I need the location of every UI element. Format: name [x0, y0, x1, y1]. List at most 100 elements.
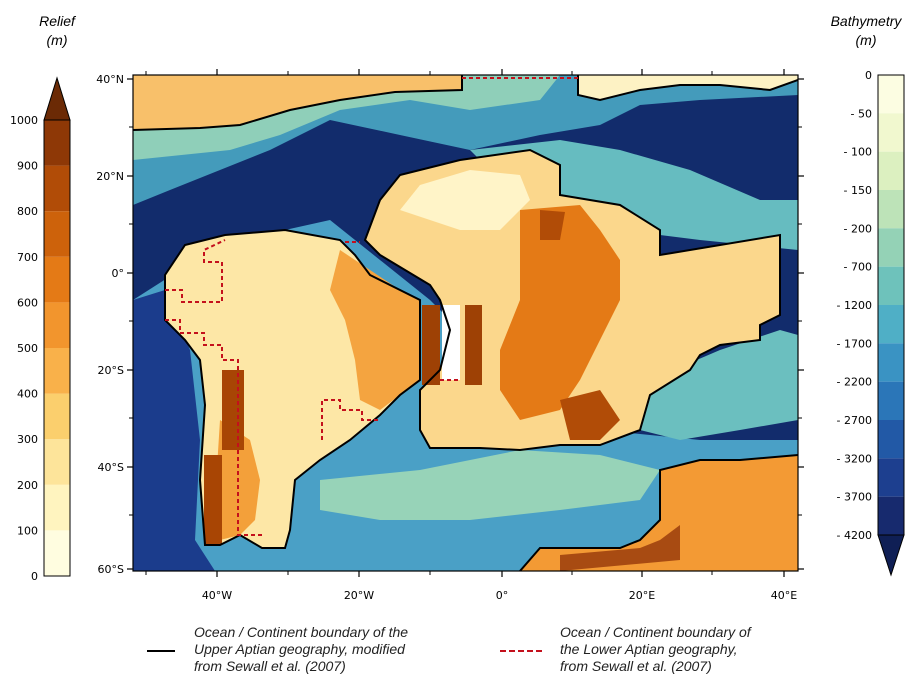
lat-label: 20°N	[96, 170, 124, 183]
lat-label: 40°N	[96, 73, 124, 86]
southern-landmass-dark	[560, 525, 680, 571]
lon-label: 20°W	[344, 589, 374, 602]
bathymetry-swatch	[878, 343, 904, 382]
lower-legend-line1: Ocean / Continent boundary of	[560, 624, 751, 640]
upper-boundary-legend-line	[147, 650, 175, 652]
upper-boundary-north	[133, 75, 463, 131]
bathymetry-swatch	[878, 458, 904, 497]
bathymetry-swatch	[878, 420, 904, 459]
lower-legend-line2: the Lower Aptian geography,	[560, 641, 738, 657]
east-shelf	[640, 330, 798, 440]
bathymetry-tick-label: - 4200	[837, 529, 872, 542]
lower-boundary-legend-line	[500, 650, 542, 652]
south-america-orange	[330, 250, 420, 410]
upper-legend-line1: Ocean / Continent boundary of the	[194, 624, 409, 640]
bathymetry-swatch	[878, 75, 904, 114]
bathymetry-title: Bathymetry	[831, 13, 903, 29]
upper-boundary-south-america	[164, 228, 421, 549]
rift-gap	[442, 305, 460, 380]
africa-east-light	[400, 170, 530, 230]
bathymetry-swatch	[878, 228, 904, 267]
bathymetry-colorbar: 0 - 50 - 100 - 150 - 200 - 700 - 1200 - 1700 - 2…	[837, 69, 905, 577]
bathymetry-swatch	[878, 151, 904, 190]
bathymetry-tick-label: - 700	[844, 261, 872, 274]
southern-shelf-light	[320, 450, 660, 520]
africa-interior-highs	[540, 210, 620, 440]
bathymetry-tick-label: - 50	[851, 107, 872, 120]
relief-swatch	[44, 256, 70, 303]
upper-legend-line2: Upper Aptian geography, modified	[194, 641, 405, 657]
relief-tick-label: 200	[17, 479, 38, 492]
upper-boundary-legend-text: Ocean / Continent boundary of the Upper …	[194, 624, 408, 675]
bathymetry-swatch	[878, 190, 904, 229]
lower-boundary-south-america-coast	[165, 319, 262, 536]
lower-boundary-south-america-west	[165, 239, 226, 303]
north-landmass-east	[578, 75, 798, 100]
bathymetry-under-triangle	[877, 534, 905, 577]
lon-label: 40°E	[771, 589, 797, 602]
relief-swatch	[44, 530, 70, 576]
relief-swatch	[44, 165, 70, 212]
lower-boundary-legend-text: Ocean / Continent boundary of the Lower …	[560, 624, 751, 675]
africa-interior-dark	[500, 205, 620, 420]
relief-swatch	[44, 439, 70, 485]
relief-tick-label: 1000	[10, 114, 38, 127]
relief-swatch	[44, 484, 70, 531]
relief-swatch	[44, 120, 70, 166]
bathymetry-tick-label: - 200	[844, 222, 872, 235]
bathymetry-tick-label: 0	[865, 69, 872, 82]
lon-label: 40°W	[202, 589, 232, 602]
map-panel: 40°N 20°N 0° 20°S 40°S 60°S 40°W 20°W 0° 20°E 40°E	[96, 69, 804, 602]
lat-label: 40°S	[98, 461, 124, 474]
bathymetry-swatch	[878, 496, 904, 535]
relief-swatch	[44, 302, 70, 348]
bathymetry-tick-label: - 1200	[837, 299, 872, 312]
lat-label: 20°S	[98, 364, 124, 377]
relief-unit: (m)	[47, 32, 68, 48]
bathymetry-swatch	[878, 266, 904, 305]
upper-boundary-antarctica	[519, 454, 798, 571]
upper-legend-line3: from Sewall et al. (2007)	[194, 658, 346, 674]
bathymetry-unit: (m)	[856, 32, 877, 48]
lower-legend-line3: from Sewall et al. (2007)	[560, 658, 712, 674]
relief-tick-label: 100	[17, 524, 38, 537]
bathymetry-tick-label: - 3700	[837, 491, 872, 504]
relief-tick-label: 500	[17, 342, 38, 355]
relief-tick-label: 300	[17, 433, 38, 446]
north-landmass	[133, 75, 462, 130]
relief-title: Relief	[39, 13, 77, 29]
lat-label: 0°	[112, 267, 125, 280]
bathymetry-tick-label: - 1700	[837, 337, 872, 350]
upper-boundary-north-east	[577, 75, 798, 102]
relief-tick-label: 0	[31, 570, 38, 583]
map-ticks: 40°N 20°N 0° 20°S 40°S 60°S 40°W 20°W 0° 20°E 40°E	[96, 69, 804, 602]
bathymetry-tick-label: - 2200	[837, 376, 872, 389]
bathymetry-tick-label: - 2700	[837, 414, 872, 427]
bathymetry-swatch	[878, 381, 904, 420]
relief-tick-label: 800	[17, 205, 38, 218]
lon-label: 0°	[496, 589, 509, 602]
bathymetry-tick-label: - 100	[844, 146, 872, 159]
bathymetry-swatch	[878, 305, 904, 344]
bathymetry-tick-label: - 150	[844, 184, 872, 197]
lon-label: 20°E	[629, 589, 655, 602]
lower-boundary-interior	[321, 399, 380, 440]
relief-colorbar: 0 100 200 300 400 500 600 700 800 900 1000	[10, 76, 71, 583]
relief-tick-label: 600	[17, 296, 38, 309]
upper-boundary-africa	[363, 148, 781, 452]
relief-tick-label: 900	[17, 160, 38, 173]
bathymetry-swatch	[878, 113, 904, 152]
lat-label: 60°S	[98, 563, 124, 576]
bathymetry-bar-frame	[877, 74, 905, 536]
west-deep-margin	[133, 290, 215, 571]
relief-tick-label: 400	[17, 388, 38, 401]
relief-tick-label: 700	[17, 251, 38, 264]
bathymetry-tick-label: - 3200	[837, 452, 872, 465]
andean-ridge	[204, 370, 244, 545]
relief-swatch	[44, 348, 70, 394]
relief-swatch	[44, 393, 70, 440]
map-frame	[132, 74, 799, 572]
rift-ridge	[422, 305, 482, 385]
relief-swatch	[44, 211, 70, 257]
